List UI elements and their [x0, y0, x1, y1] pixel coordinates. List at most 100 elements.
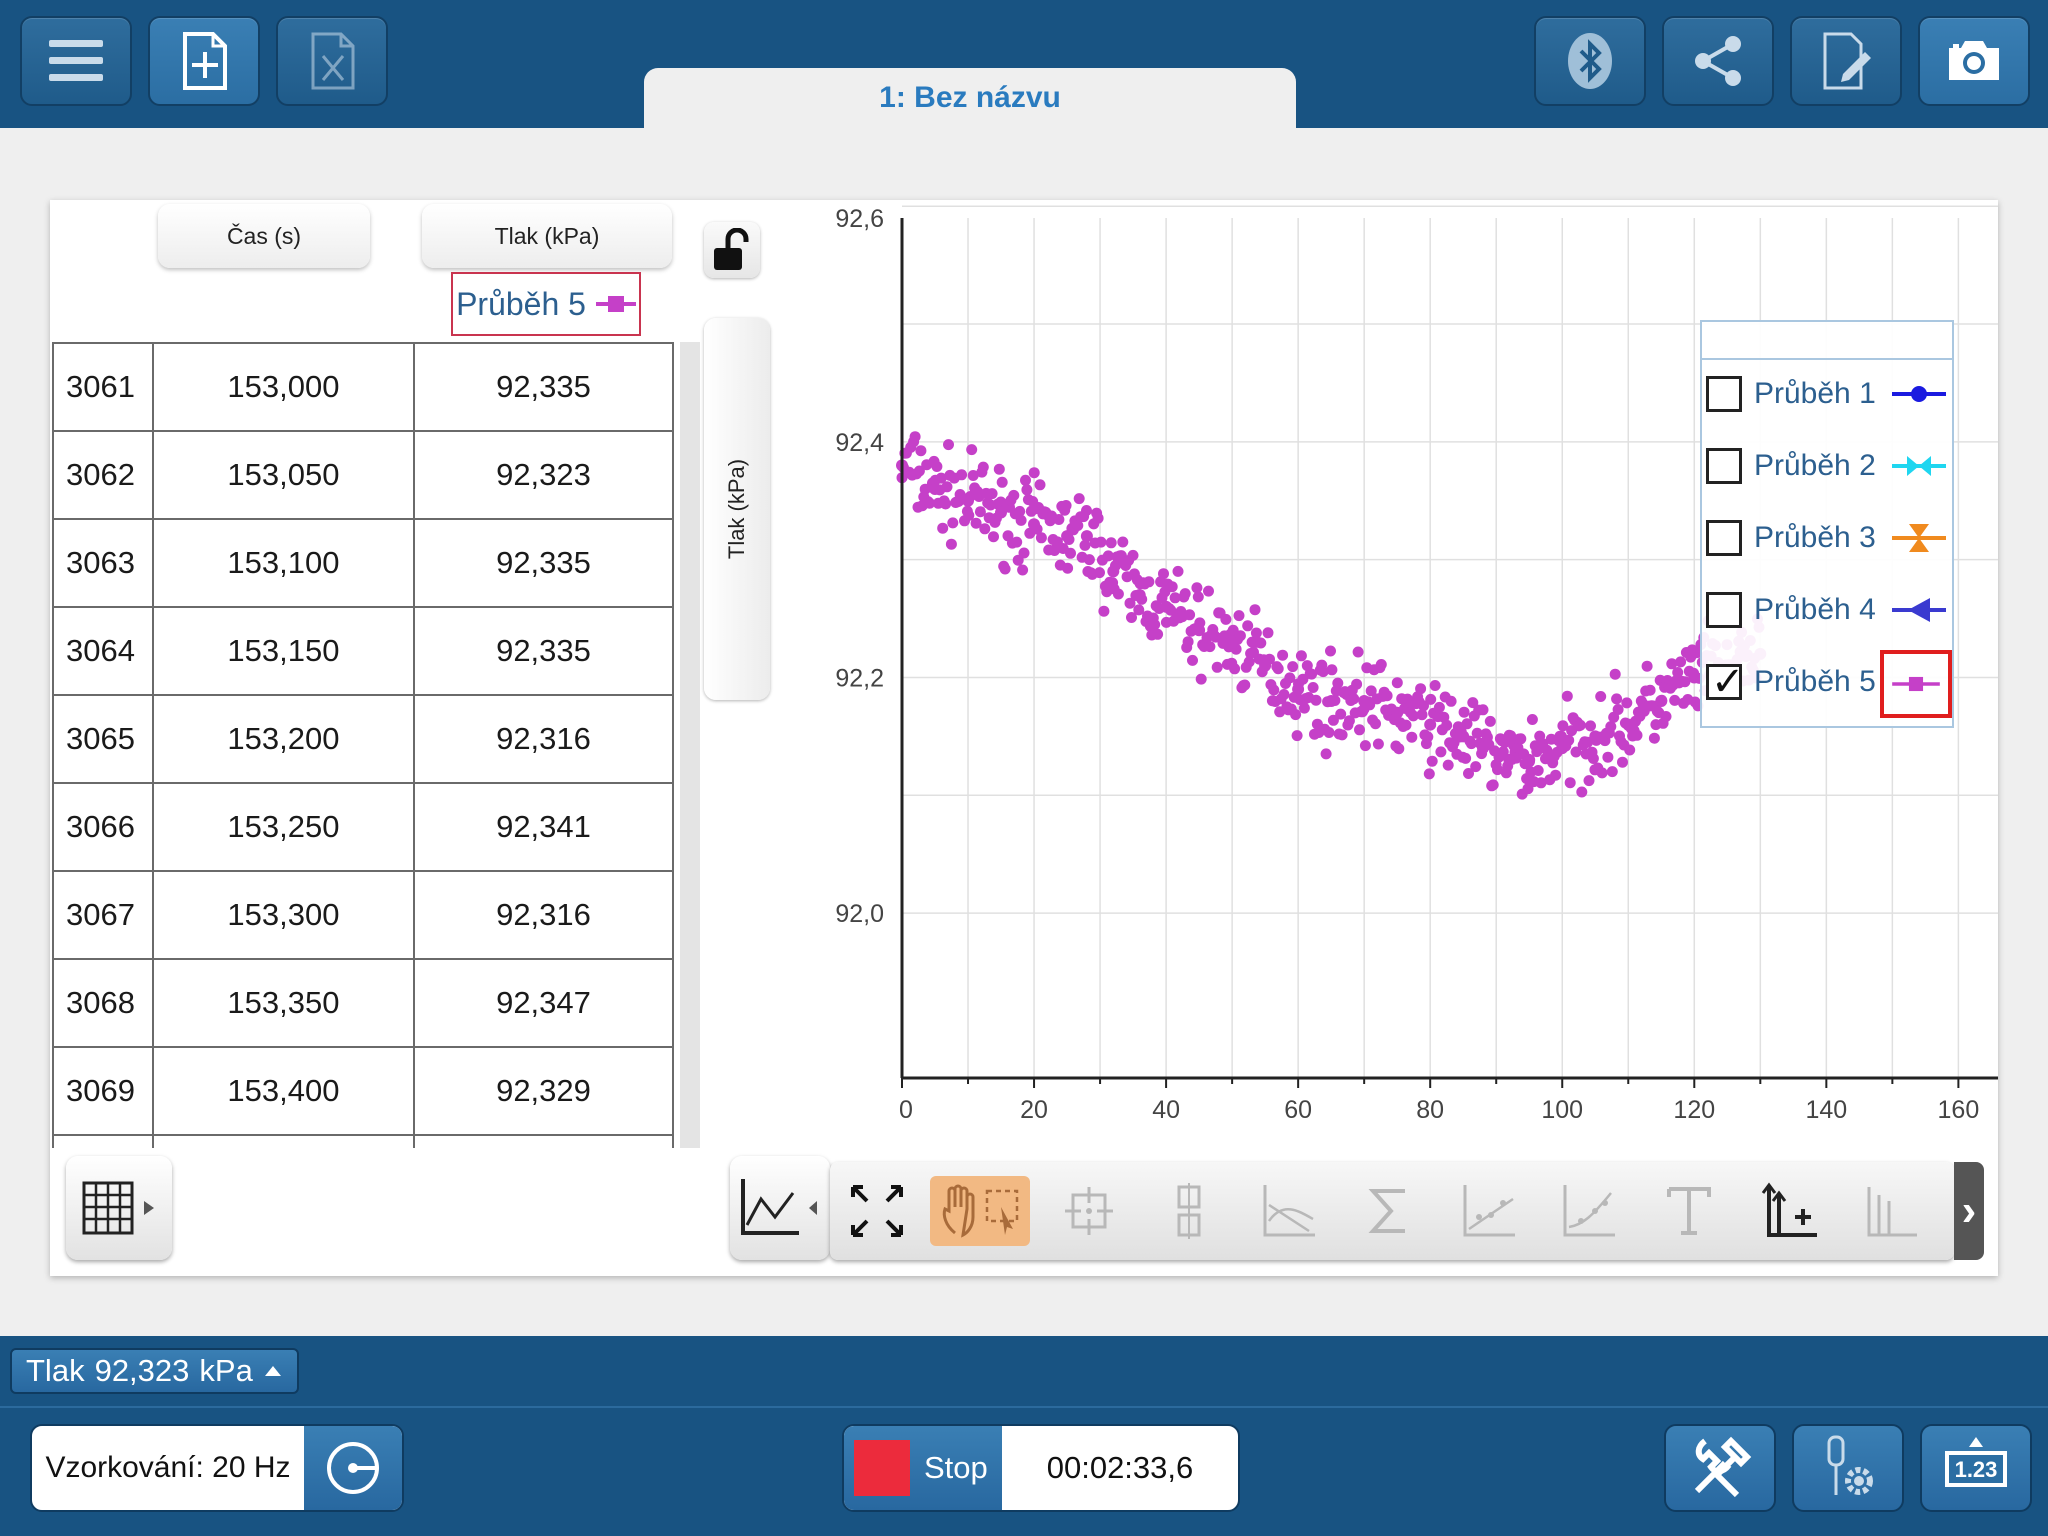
- legend-checkbox[interactable]: [1706, 448, 1742, 484]
- bluetooth-button[interactable]: [1534, 16, 1646, 106]
- time-cell[interactable]: 153,250: [151, 782, 415, 872]
- pressure-cell[interactable]: 92,335: [412, 518, 674, 608]
- y-axis-button[interactable]: Tlak (kPa): [704, 318, 770, 700]
- table-row[interactable]: 3069 153,400 92,329: [52, 1046, 674, 1136]
- table-row[interactable]: 3064 153,150 92,335: [52, 606, 674, 696]
- legend-item-run-5[interactable]: Průběh 5: [1706, 650, 1952, 718]
- main-panel: Čas (s) Tlak (kPa) Průběh 5 3061 153,000 9…: [50, 200, 1998, 1276]
- tools-button[interactable]: [1664, 1424, 1776, 1512]
- pressure-cell[interactable]: 92,341: [412, 782, 674, 872]
- pressure-cell[interactable]: 92,316: [412, 870, 674, 960]
- data-point: [1426, 755, 1438, 767]
- data-point: [1117, 536, 1129, 548]
- time-cell[interactable]: 153,000: [151, 342, 415, 432]
- row-number-cell[interactable]: 3069: [52, 1046, 154, 1136]
- column-header-time[interactable]: Čas (s): [158, 204, 370, 268]
- legend-item-run-3[interactable]: Průběh 3: [1706, 510, 1952, 566]
- pressure-cell[interactable]: 92,329: [412, 1046, 674, 1136]
- curve-fit-button[interactable]: [1554, 1176, 1624, 1246]
- graph-toolbar: [830, 1162, 1954, 1260]
- data-point: [963, 509, 975, 521]
- sampling-control[interactable]: Vzorkování: 20 Hz: [30, 1424, 404, 1512]
- sampling-settings-button[interactable]: [304, 1426, 402, 1510]
- graph-legend[interactable]: Průběh 1 Průběh 2 Průběh 3 Průběh 4 Průběh 5: [1700, 320, 1954, 728]
- annotate-button[interactable]: [1790, 16, 1902, 106]
- legend-item-run-1[interactable]: Průběh 1: [1706, 366, 1952, 422]
- pressure-cell[interactable]: 92,323: [412, 430, 674, 520]
- table-row[interactable]: 3066 153,250 92,341: [52, 782, 674, 872]
- row-number-cell[interactable]: 3065: [52, 694, 154, 784]
- row-number-cell[interactable]: 3062: [52, 430, 154, 520]
- data-point: [1195, 673, 1207, 685]
- examine-multiple-button[interactable]: [1154, 1176, 1224, 1246]
- share-button[interactable]: [1662, 16, 1774, 106]
- time-cell[interactable]: 153,400: [151, 1046, 415, 1136]
- table-row[interactable]: 3067 153,300 92,316: [52, 870, 674, 960]
- pressure-cell[interactable]: [412, 1134, 674, 1148]
- time-cell[interactable]: 153,150: [151, 606, 415, 696]
- data-point: [1061, 530, 1074, 543]
- data-point: [1015, 514, 1027, 526]
- table-row[interactable]: 3063 153,100 92,335: [52, 518, 674, 608]
- pressure-cell[interactable]: 92,335: [412, 606, 674, 696]
- export-file-button[interactable]: [276, 16, 388, 106]
- integral-button[interactable]: [1354, 1176, 1424, 1246]
- data-point: [1008, 489, 1020, 501]
- row-number-cell[interactable]: [52, 1134, 154, 1148]
- row-number-cell[interactable]: 3067: [52, 870, 154, 960]
- data-table[interactable]: 3061 153,000 92,335 3062 153,050 92,323 3063 15…: [52, 342, 674, 1148]
- legend-checkbox[interactable]: [1706, 592, 1742, 628]
- data-point: [1095, 536, 1107, 548]
- time-cell[interactable]: [151, 1134, 415, 1148]
- sensor-settings-button[interactable]: [1792, 1424, 1904, 1512]
- new-file-button[interactable]: [148, 16, 260, 106]
- document-tab[interactable]: 1: Bez názvu: [644, 68, 1296, 128]
- pressure-cell[interactable]: 92,347: [412, 958, 674, 1048]
- table-row[interactable]: 3065 153,200 92,316: [52, 694, 674, 784]
- menu-button[interactable]: [20, 16, 132, 106]
- graph-tools-button[interactable]: [730, 1156, 830, 1260]
- row-number-cell[interactable]: 3064: [52, 606, 154, 696]
- data-point: [1226, 636, 1239, 649]
- table-row[interactable]: 3061 153,000 92,335: [52, 342, 674, 432]
- time-cell[interactable]: 153,050: [151, 430, 415, 520]
- run-label[interactable]: Průběh 5: [451, 272, 641, 336]
- row-number-cell[interactable]: 3066: [52, 782, 154, 872]
- table-tools-button[interactable]: [66, 1156, 172, 1260]
- tangent-button[interactable]: [1254, 1176, 1324, 1246]
- add-axis-button[interactable]: [1754, 1176, 1824, 1246]
- data-point: [1418, 700, 1429, 712]
- pan-select-button[interactable]: [930, 1176, 1030, 1246]
- toolbar-more-button[interactable]: ›: [1954, 1162, 1984, 1260]
- table-row[interactable]: 3062 153,050 92,323: [52, 430, 674, 520]
- time-cell[interactable]: 153,300: [151, 870, 415, 960]
- text-annotation-button[interactable]: [1654, 1176, 1724, 1246]
- data-point: [1492, 764, 1503, 776]
- pressure-cell[interactable]: 92,335: [412, 342, 674, 432]
- table-scrollbar[interactable]: [680, 342, 700, 1148]
- examine-button[interactable]: [1054, 1176, 1124, 1246]
- column-header-pressure[interactable]: Tlak (kPa): [422, 204, 672, 268]
- autoscale-button[interactable]: [842, 1176, 912, 1246]
- row-number-cell[interactable]: 3061: [52, 342, 154, 432]
- legend-checkbox[interactable]: [1706, 376, 1742, 412]
- stop-button[interactable]: Stop: [844, 1426, 1002, 1510]
- pressure-cell[interactable]: 92,316: [412, 694, 674, 784]
- live-meter[interactable]: Tlak 92,323 kPa: [10, 1348, 299, 1394]
- legend-checkbox[interactable]: [1706, 659, 1745, 705]
- time-cell[interactable]: 153,100: [151, 518, 415, 608]
- lock-button[interactable]: [704, 222, 760, 278]
- table-row[interactable]: [52, 1134, 674, 1148]
- time-cell[interactable]: 153,350: [151, 958, 415, 1048]
- time-cell[interactable]: 153,200: [151, 694, 415, 784]
- camera-button[interactable]: [1918, 16, 2030, 106]
- row-number-cell[interactable]: 3068: [52, 958, 154, 1048]
- legend-checkbox[interactable]: [1706, 520, 1742, 556]
- linear-fit-button[interactable]: [1454, 1176, 1524, 1246]
- axis-options-button[interactable]: [1854, 1176, 1924, 1246]
- row-number-cell[interactable]: 3063: [52, 518, 154, 608]
- legend-item-run-2[interactable]: Průběh 2: [1706, 438, 1952, 494]
- table-row[interactable]: 3068 153,350 92,347: [52, 958, 674, 1048]
- meter-view-button[interactable]: 1.23: [1920, 1424, 2032, 1512]
- legend-item-run-4[interactable]: Průběh 4: [1706, 582, 1952, 638]
